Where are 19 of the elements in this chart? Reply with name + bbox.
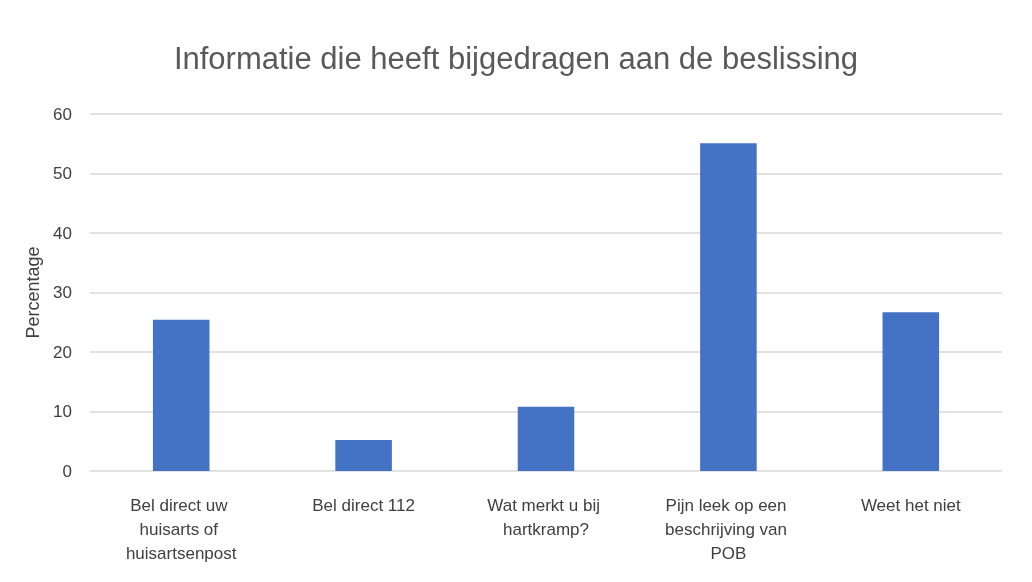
bar [152, 319, 210, 471]
y-tick-label: 0 [62, 461, 72, 481]
y-tick-label: 40 [53, 223, 72, 243]
y-tick-label: 10 [53, 402, 72, 421]
bar [335, 440, 392, 471]
x-tick-label: Weet het niet [860, 495, 962, 515]
y-tick-label: 20 [53, 342, 72, 362]
chart-title: Informatie die heeft bijgedragen aan de beslissing [173, 41, 859, 76]
y-tick-label: 30 [53, 283, 72, 302]
bar [517, 406, 575, 471]
x-tick-label: Wat merkt u bij hartkramp? [487, 495, 605, 539]
y-tick-label: 50 [53, 164, 72, 183]
y-axis-title: Percentage [23, 246, 44, 339]
y-tick-label: 60 [53, 104, 72, 124]
bar [882, 312, 940, 471]
x-tick-label: Bel direct 112 [312, 495, 415, 515]
bar [700, 143, 757, 471]
x-tick-label: Bel direct uw huisarts of huisartsenpost [125, 495, 237, 563]
x-tick-label: Pijn leek op een beschrijving van POB [665, 495, 792, 563]
